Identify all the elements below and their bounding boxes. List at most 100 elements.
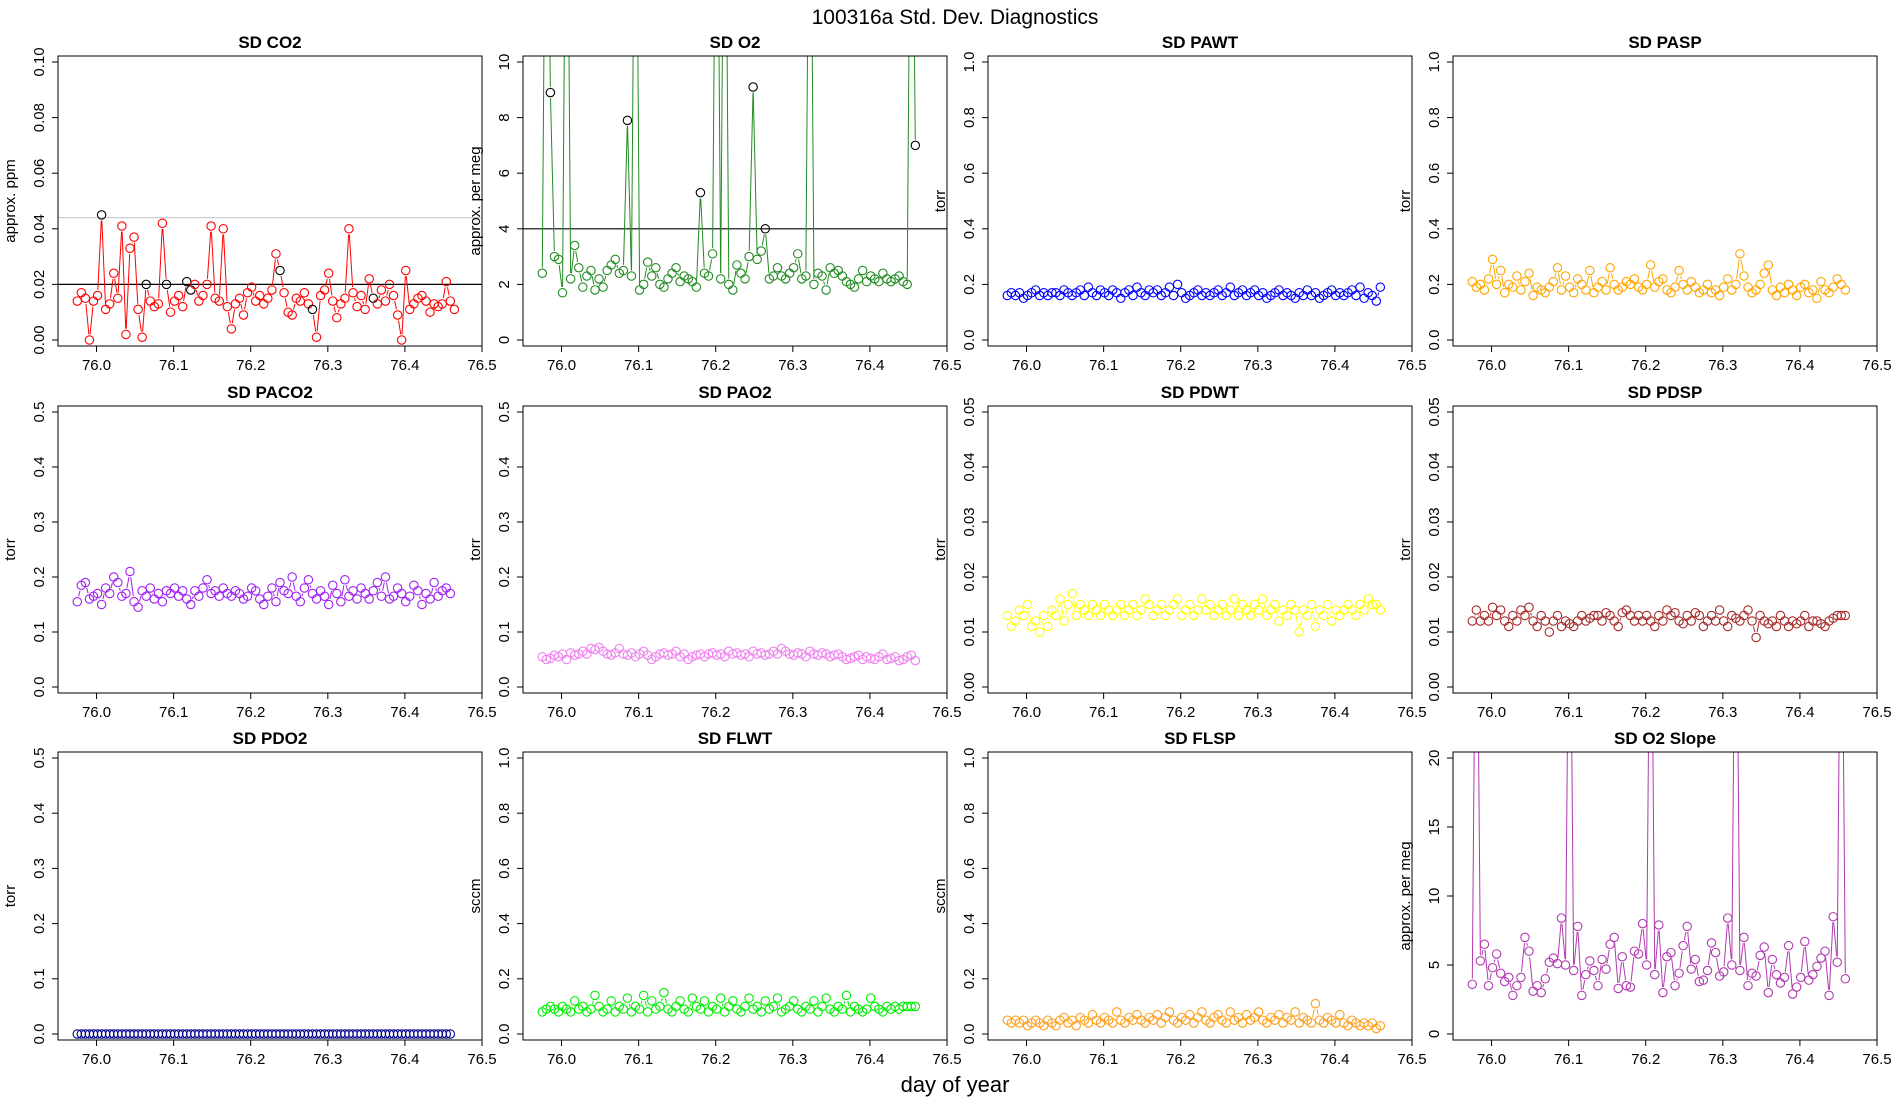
data-point xyxy=(1791,982,1802,992)
series-segment xyxy=(1484,949,1489,981)
data-point xyxy=(724,1001,734,1012)
data-point xyxy=(1071,610,1081,621)
data-point xyxy=(287,572,297,582)
data-point xyxy=(1743,605,1753,615)
data-point xyxy=(1335,610,1345,621)
data-point xyxy=(254,594,265,604)
data-point xyxy=(80,293,91,304)
data-point xyxy=(557,287,568,298)
series-segment xyxy=(284,298,288,307)
series-segment xyxy=(1671,958,1675,981)
data-point xyxy=(1351,290,1361,301)
data-point xyxy=(622,115,633,126)
data-point xyxy=(809,996,819,1006)
data-point xyxy=(315,290,326,301)
data-point xyxy=(1225,282,1236,292)
data-point xyxy=(376,285,387,295)
plot-frame-pdo2 xyxy=(57,751,483,1041)
data-point xyxy=(283,588,293,599)
data-point xyxy=(202,574,212,585)
data-point xyxy=(149,594,160,604)
ytick-label-pdwt: 0.04 xyxy=(961,452,978,481)
xtick-label-pdsp: 76.0 xyxy=(1477,704,1506,721)
panel-pdsp: SD PDSP torr 0.00 0.01 0.02 0.03 0.04 0.05 76.0 7… xyxy=(1397,383,1892,721)
data-point xyxy=(380,296,391,306)
data-point xyxy=(92,588,103,599)
series-segment xyxy=(1825,956,1830,990)
series-segment xyxy=(1263,604,1266,611)
ytick-label-pasp: 0.2 xyxy=(1426,274,1443,295)
data-point xyxy=(853,274,864,284)
series-segment xyxy=(1478,752,1481,956)
data-point xyxy=(1763,260,1774,270)
data-point xyxy=(145,296,156,306)
data-point xyxy=(1694,976,1705,987)
xtick-label-pdsp: 76.1 xyxy=(1554,704,1583,721)
series-segment xyxy=(1784,951,1789,972)
ylabel-flwt: sccm xyxy=(467,879,484,914)
data-point xyxy=(675,996,685,1006)
data-point xyxy=(169,296,180,306)
ytick-label-pdo2: 0.1 xyxy=(31,968,48,989)
series-segment xyxy=(1586,966,1589,970)
data-point xyxy=(857,265,868,276)
series-segment xyxy=(765,234,770,274)
data-point xyxy=(1107,1018,1118,1028)
data-point xyxy=(1164,605,1175,615)
data-point xyxy=(1172,594,1183,604)
series-segment xyxy=(778,1003,781,1007)
series-segment xyxy=(656,273,660,279)
data-point xyxy=(1609,616,1619,626)
ytick-label-pao2: 0.4 xyxy=(496,457,513,478)
data-point xyxy=(1577,279,1587,290)
data-point xyxy=(1690,954,1701,965)
data-point xyxy=(1577,610,1587,621)
data-point xyxy=(1298,605,1309,615)
xtick-label-flsp: 76.2 xyxy=(1166,1051,1195,1068)
series-segment xyxy=(805,56,808,271)
data-point xyxy=(92,290,103,301)
series-segment xyxy=(664,998,668,1004)
series-segment xyxy=(575,250,579,263)
data-point xyxy=(214,296,224,306)
series-segment xyxy=(644,1000,647,1007)
plot-area-o2 xyxy=(523,56,947,298)
data-point xyxy=(1516,605,1526,615)
series-segment xyxy=(913,56,916,140)
xtick-label-pdo2: 76.5 xyxy=(467,1051,496,1068)
series-segment xyxy=(401,276,406,335)
series-segment xyxy=(1642,929,1647,960)
data-point xyxy=(878,268,888,279)
data-point xyxy=(1641,960,1652,970)
data-point xyxy=(100,304,111,315)
series-segment xyxy=(1723,923,1728,967)
series-segment xyxy=(1517,281,1520,285)
series-segment xyxy=(1028,610,1032,621)
data-point xyxy=(1160,610,1171,621)
data-point xyxy=(1221,610,1231,621)
series-segment xyxy=(1764,952,1769,987)
series-segment xyxy=(568,56,572,274)
data-point xyxy=(254,290,265,301)
data-point xyxy=(161,279,172,290)
series-segment xyxy=(628,1003,631,1007)
series-segment xyxy=(1573,931,1578,965)
data-point xyxy=(1629,616,1640,626)
data-point xyxy=(190,585,200,596)
series-segment xyxy=(252,292,255,296)
data-point xyxy=(1055,594,1065,604)
data-point xyxy=(1658,987,1668,998)
data-point xyxy=(1491,949,1502,959)
data-point xyxy=(327,580,338,590)
ylabel-pdsp: torr xyxy=(1397,538,1414,561)
data-point xyxy=(117,221,127,231)
data-point xyxy=(1286,1015,1296,1025)
data-point xyxy=(340,574,350,585)
panel-o2: SD O2 approx. per meg 0 2 4 6 8 10 76.0 76.1 76.2 7… xyxy=(467,33,962,374)
series-segment xyxy=(1178,604,1181,611)
data-point xyxy=(1237,1018,1248,1028)
data-point xyxy=(756,246,766,256)
ylabel-pdo2: torr xyxy=(2,885,19,908)
ytick-label-flwt: 0.8 xyxy=(496,803,513,824)
data-point xyxy=(1079,290,1090,301)
